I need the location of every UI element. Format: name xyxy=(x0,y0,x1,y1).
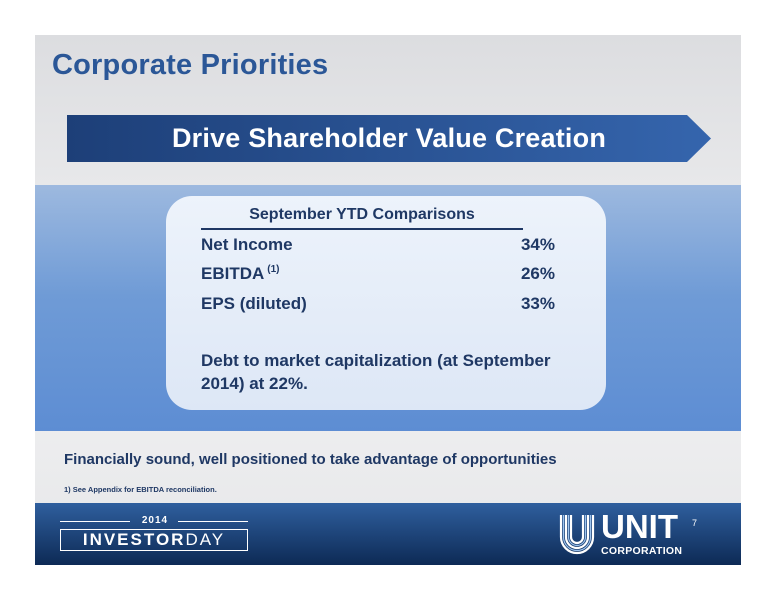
banner-arrow-shape xyxy=(67,115,711,162)
metric-value: 26% xyxy=(520,264,555,283)
slide-title: Corporate Priorities xyxy=(52,49,329,81)
metric-value: 34% xyxy=(520,235,555,254)
metric-row-eps: EPS (diluted) 33% xyxy=(201,294,555,318)
tagline: Financially sound, well positioned to ta… xyxy=(64,451,557,468)
divider-line xyxy=(178,521,248,522)
metric-label: Net Income xyxy=(201,235,293,254)
company-subtitle: CORPORATION xyxy=(601,545,683,557)
page-number: 7 xyxy=(692,518,698,528)
company-name: UNIT xyxy=(601,508,678,545)
debt-note: Debt to market capitalization (at Septem… xyxy=(201,351,551,393)
metric-row-ebitda: EBITDA (1) 26% xyxy=(201,264,555,288)
slide: Corporate Priorities Drive Shareholder V… xyxy=(35,35,741,565)
banner-arrow: Drive Shareholder Value Creation xyxy=(67,115,711,162)
metric-row-net-income: Net Income 34% xyxy=(201,235,555,259)
metric-label: EPS (diluted) xyxy=(201,294,307,313)
footnote-marker: (1) xyxy=(267,264,280,275)
footnote: 1) See Appendix for EBITDA reconciliatio… xyxy=(64,485,217,494)
card-header: September YTD Comparisons xyxy=(201,206,523,230)
investor-day-logo: 2014 INVESTORDAY xyxy=(60,515,250,553)
event-word: INVESTORDAY xyxy=(82,530,226,549)
ytd-comparison-card: September YTD Comparisons Net Income 34%… xyxy=(166,196,606,410)
unit-corporation-logo: UNIT CORPORATION xyxy=(557,509,697,559)
footer-bar: 2014 INVESTORDAY UNIT CORPORATION xyxy=(35,503,741,565)
event-year: 2014 xyxy=(141,515,169,526)
metric-value: 33% xyxy=(520,294,555,313)
divider-line xyxy=(60,521,130,522)
event-box: INVESTORDAY xyxy=(60,529,248,551)
unit-swirl-icon xyxy=(559,515,595,555)
banner-text: Drive Shareholder Value Creation xyxy=(171,123,607,153)
metric-label: EBITDA (1) xyxy=(201,264,280,283)
